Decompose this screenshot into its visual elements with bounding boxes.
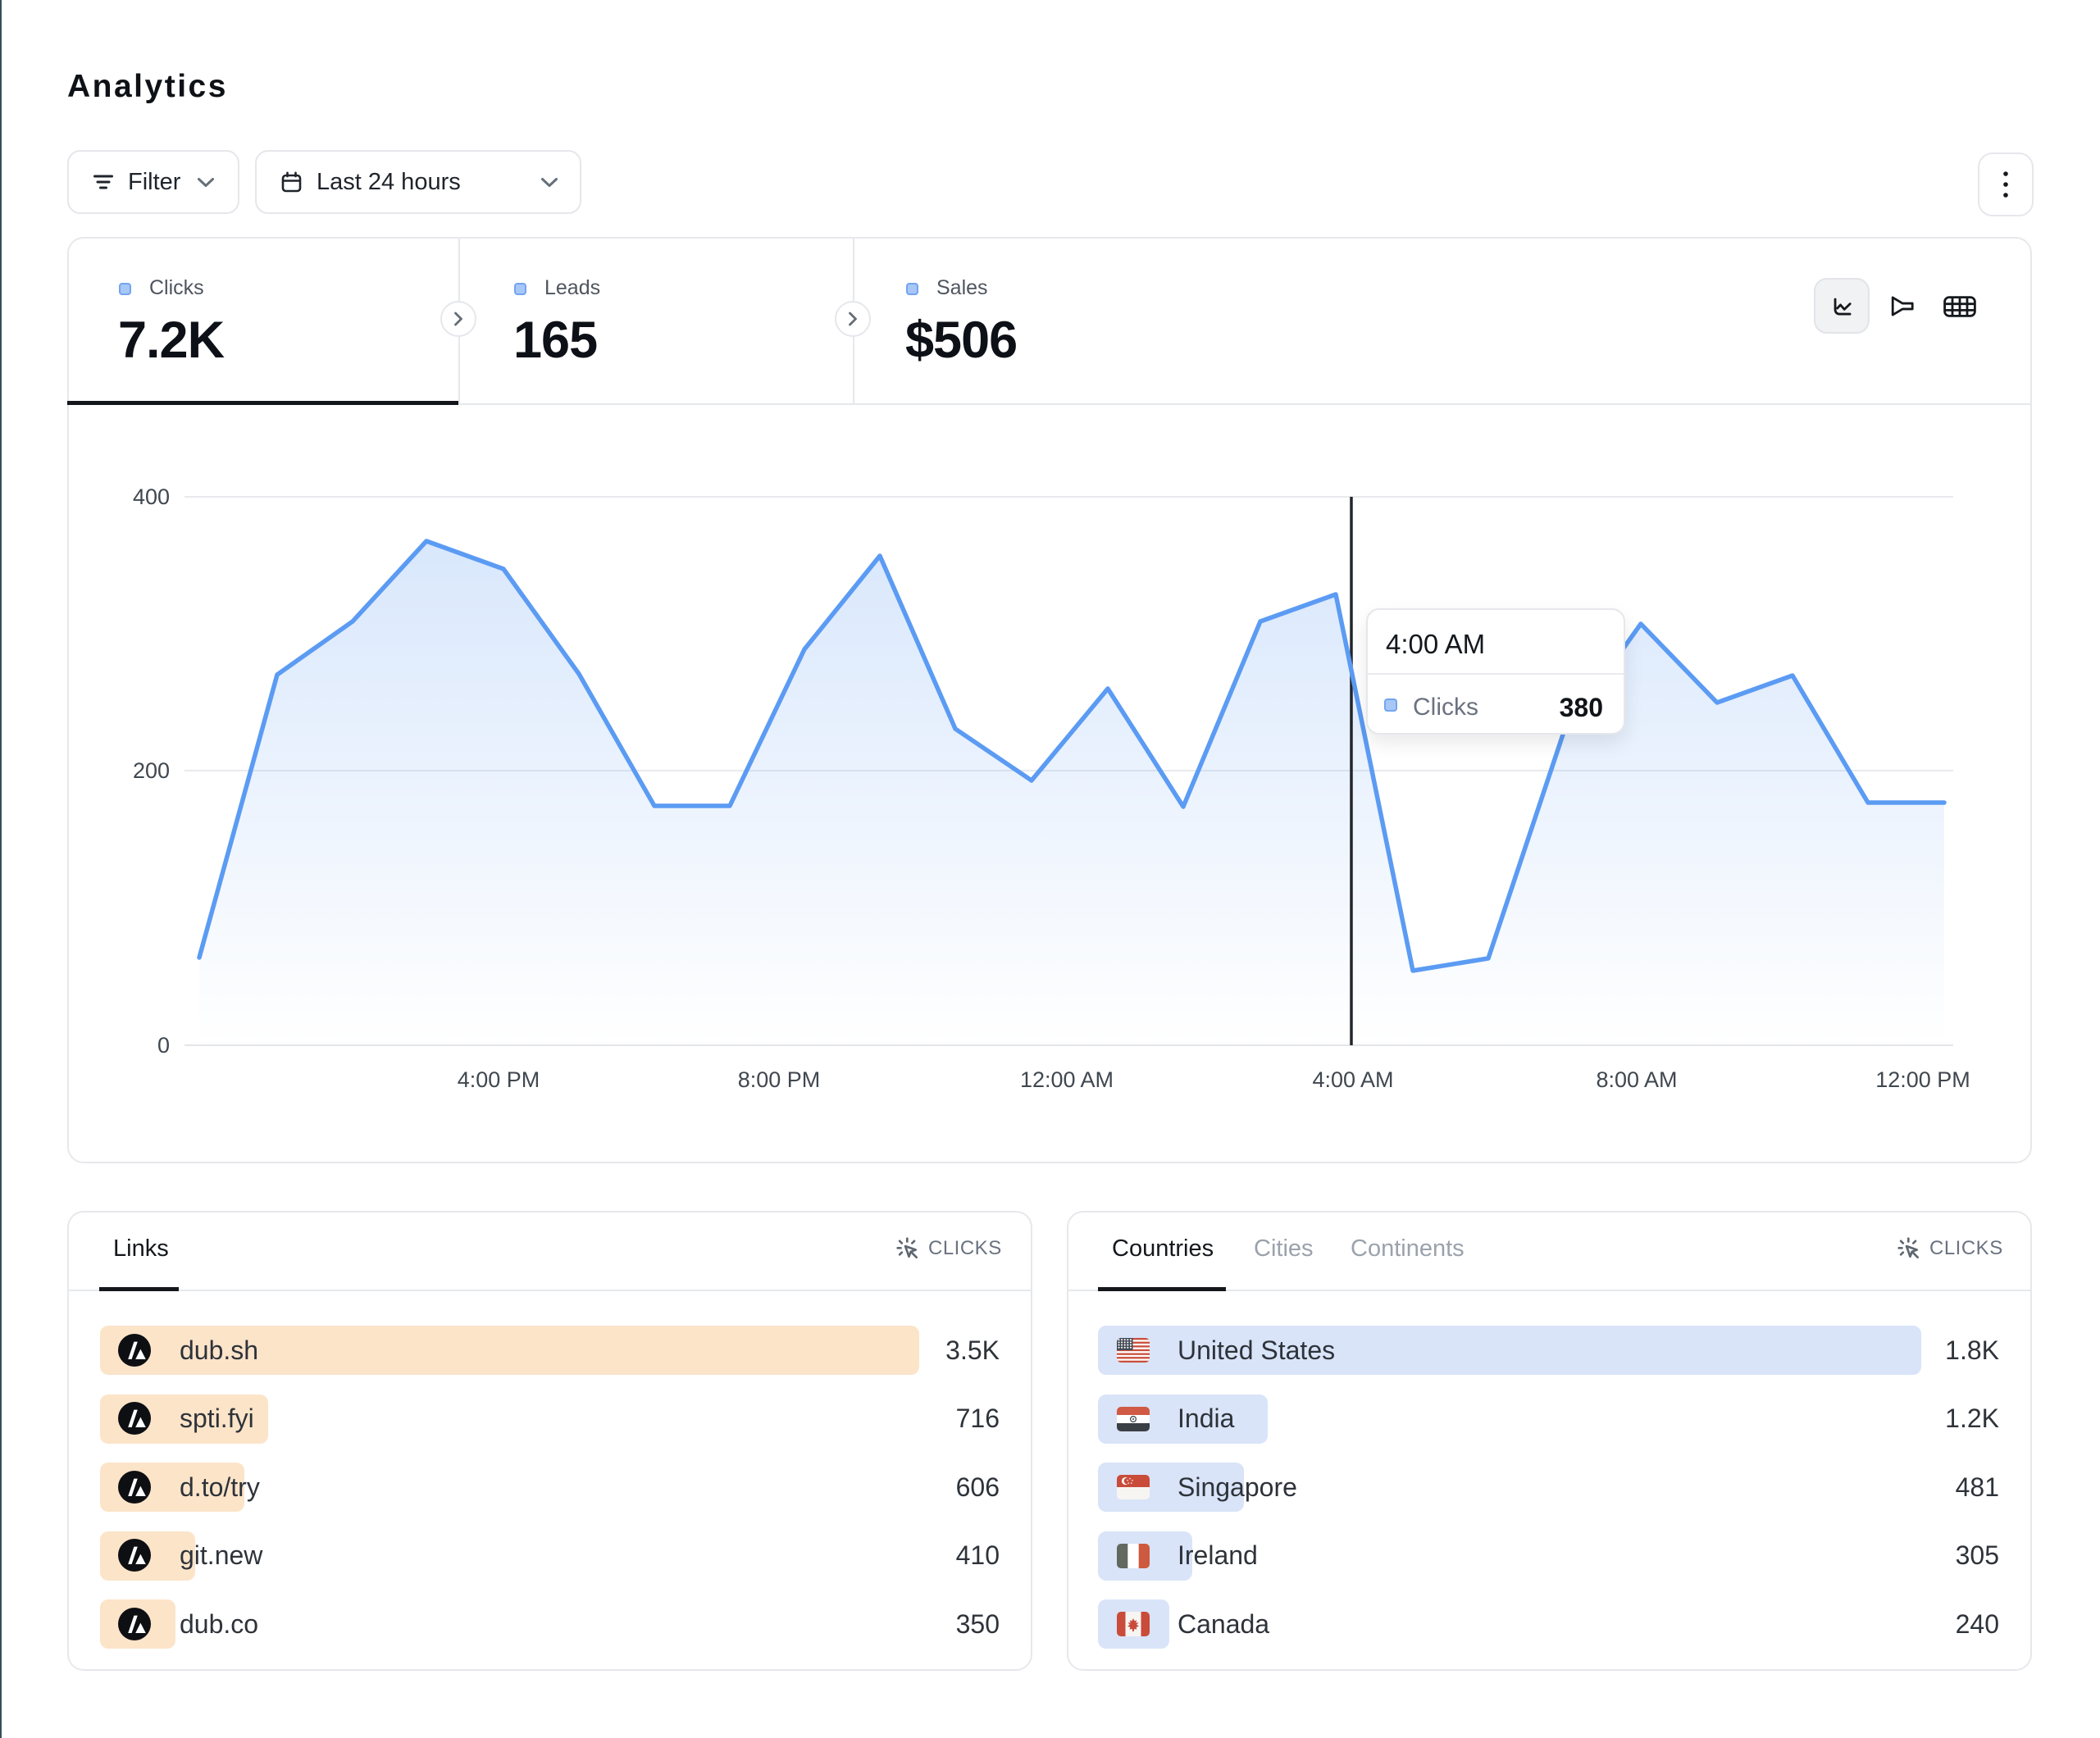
svg-text:4:00 AM: 4:00 AM: [1312, 1067, 1393, 1092]
svg-text:400: 400: [133, 485, 170, 509]
svg-text:4:00 PM: 4:00 PM: [458, 1067, 540, 1092]
svg-text:200: 200: [133, 758, 170, 783]
svg-text:0: 0: [157, 1033, 170, 1058]
svg-text:12:00 PM: 12:00 PM: [1875, 1067, 1970, 1092]
svg-text:12:00 AM: 12:00 AM: [1020, 1067, 1114, 1092]
svg-text:8:00 PM: 8:00 PM: [738, 1067, 821, 1092]
svg-text:8:00 AM: 8:00 AM: [1596, 1067, 1677, 1092]
